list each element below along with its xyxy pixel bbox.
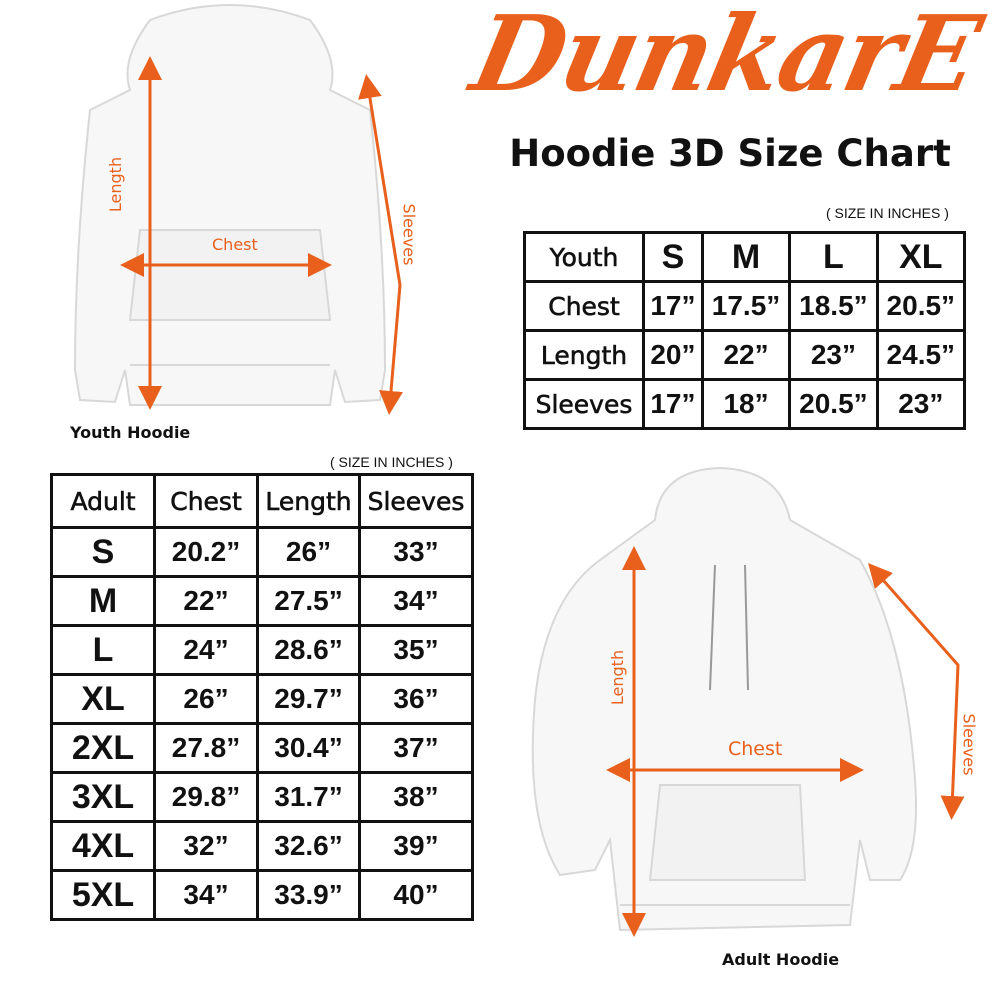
table-cell: 32.6” <box>256 820 361 872</box>
table-row: S 20.2” 26” 33” <box>50 526 474 578</box>
table-cell: 23” <box>788 329 879 381</box>
row-label: 5XL <box>50 869 156 921</box>
table-cell: 29.7” <box>256 673 361 725</box>
adult-sleeves-arrow <box>868 562 965 820</box>
row-label: Sleeves <box>523 378 645 430</box>
adult-hoodie-image <box>531 466 917 932</box>
table-cell: 30.4” <box>256 722 361 774</box>
table-cell: 23” <box>875 378 967 430</box>
row-label: 2XL <box>50 722 156 774</box>
header-cell: M <box>700 231 792 283</box>
table-cell: 36” <box>358 673 474 725</box>
table-cell: 29.8” <box>153 771 259 823</box>
adult-length-label: Length <box>608 649 628 706</box>
table-cell: 28.6” <box>256 624 361 676</box>
table-cell: 26” <box>256 526 361 578</box>
row-label: S <box>50 526 156 578</box>
header-cell: S <box>642 231 704 283</box>
table-cell: 27.5” <box>256 575 361 627</box>
header-cell: Length <box>256 473 361 529</box>
table-row: Length 20” 22” 23” 24.5” <box>523 329 967 381</box>
table-row: 2XL 27.8” 30.4” 37” <box>50 722 474 774</box>
table-cell: 27.8” <box>153 722 259 774</box>
table-cell: 31.7” <box>256 771 361 823</box>
table-cell: 20.5” <box>788 378 879 430</box>
table-row: 5XL 34” 33.9” 40” <box>50 869 474 921</box>
header-cell: Adult <box>50 473 156 529</box>
adult-size-table: Adult Chest Length Sleeves S 20.2” 26” 33” M… <box>50 473 474 921</box>
youth-caption: Youth Hoodie <box>70 423 191 442</box>
adult-unit-note: ( SIZE IN INCHES ) <box>330 454 453 470</box>
youth-unit-note: ( SIZE IN INCHES ) <box>826 205 949 221</box>
table-cell: 22” <box>153 575 259 627</box>
table-cell: 38” <box>358 771 474 823</box>
row-label: L <box>50 624 156 676</box>
page-title: Hoodie 3D Size Chart <box>509 132 951 175</box>
header-cell: L <box>788 231 879 283</box>
table-row: 4XL 32” 32.6” 39” <box>50 820 474 872</box>
youth-sleeves-label: Sleeves <box>399 203 419 266</box>
adult-chest-label: Chest <box>728 738 783 760</box>
table-row: XL 26” 29.7” 36” <box>50 673 474 725</box>
adult-sleeves-label: Sleeves <box>959 713 979 776</box>
table-cell: 26” <box>153 673 259 725</box>
youth-length-label: Length <box>106 156 126 213</box>
table-cell: 20” <box>642 329 704 381</box>
table-cell: 35” <box>358 624 474 676</box>
table-cell: 37” <box>358 722 474 774</box>
row-label: 4XL <box>50 820 156 872</box>
table-cell: 17.5” <box>700 280 792 332</box>
table-cell: 20.2” <box>153 526 259 578</box>
table-cell: 32” <box>153 820 259 872</box>
table-row: Chest 17” 17.5” 18.5” 20.5” <box>523 280 967 332</box>
table-cell: 34” <box>358 575 474 627</box>
header-cell: Youth <box>523 231 645 283</box>
table-cell: 18.5” <box>788 280 879 332</box>
table-cell: 18” <box>700 378 792 430</box>
table-row: M 22” 27.5” 34” <box>50 575 474 627</box>
table-cell: 34” <box>153 869 259 921</box>
row-label: 3XL <box>50 771 156 823</box>
table-cell: 17” <box>642 280 704 332</box>
table-cell: 17” <box>642 378 704 430</box>
table-cell: 40” <box>358 869 474 921</box>
table-header-row: Youth S M L XL <box>523 231 967 283</box>
table-cell: 24” <box>153 624 259 676</box>
table-cell: 20.5” <box>875 280 967 332</box>
table-cell: 22” <box>700 329 792 381</box>
row-label: Length <box>523 329 645 381</box>
header-cell: Chest <box>153 473 259 529</box>
header-cell: Sleeves <box>358 473 474 529</box>
table-cell: 24.5” <box>875 329 967 381</box>
brand-logo: DunkarE <box>462 0 990 115</box>
row-label: M <box>50 575 156 627</box>
row-label: XL <box>50 673 156 725</box>
row-label: Chest <box>523 280 645 332</box>
table-row: 3XL 29.8” 31.7” 38” <box>50 771 474 823</box>
youth-size-table: Youth S M L XL Chest 17” 17.5” 18.5” 20.… <box>523 231 967 430</box>
table-cell: 33” <box>358 526 474 578</box>
table-cell: 39” <box>358 820 474 872</box>
table-cell: 33.9” <box>256 869 361 921</box>
table-row: Sleeves 17” 18” 20.5” 23” <box>523 378 967 430</box>
header-cell: XL <box>875 231 967 283</box>
table-header-row: Adult Chest Length Sleeves <box>50 473 474 529</box>
youth-chest-label: Chest <box>212 235 258 254</box>
youth-sleeves-arrow <box>358 74 403 415</box>
table-row: L 24” 28.6” 35” <box>50 624 474 676</box>
adult-caption: Adult Hoodie <box>722 950 840 969</box>
